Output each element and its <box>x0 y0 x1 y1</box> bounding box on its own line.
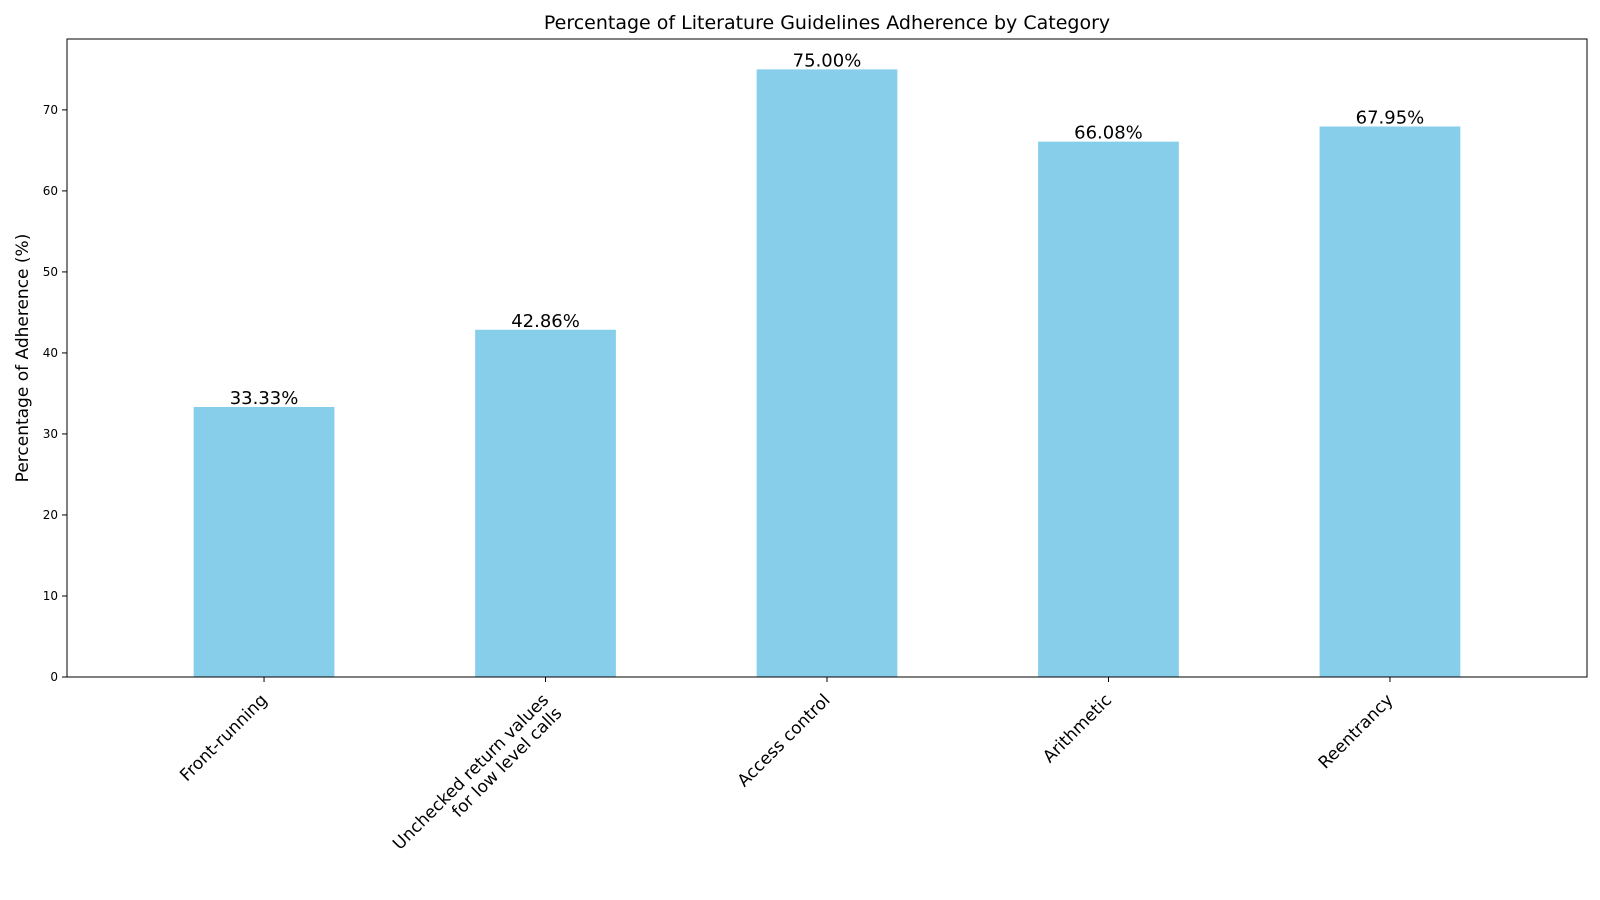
y-tick-label-7: 70 <box>43 103 58 117</box>
plot-area: 33.33% 42.86% 75.00% 66.08% 67.95% <box>193 50 1461 678</box>
y-tick-label-6: 60 <box>43 184 58 198</box>
y-tick-label-0: 0 <box>50 670 58 684</box>
y-tick-label-2: 20 <box>43 508 58 522</box>
x-tick-label-4: Reentrancy <box>1315 690 1398 773</box>
data-label-0: 33.33% <box>230 388 299 409</box>
bar-0 <box>193 406 335 677</box>
y-axis-label: Percentage of Adherence (%) <box>13 234 33 483</box>
x-tick-label-2: Access control <box>734 690 835 791</box>
chart-title: Percentage of Literature Guidelines Adhe… <box>544 12 1110 34</box>
bar-3 <box>1038 141 1179 678</box>
bar-4 <box>1319 126 1461 678</box>
y-tick-label-3: 30 <box>43 427 58 441</box>
y-tick-label-4: 40 <box>43 346 58 360</box>
y-tick-label-5: 50 <box>43 265 58 279</box>
x-tick-label-3: Arithmetic <box>1039 690 1116 767</box>
data-label-4: 67.95% <box>1356 107 1425 128</box>
y-tick-label-1: 10 <box>43 589 58 603</box>
data-label-3: 66.08% <box>1074 123 1143 144</box>
bar-2 <box>756 69 898 677</box>
data-label-2: 75.00% <box>793 50 862 71</box>
x-tick-label-0: Front-running <box>176 690 271 785</box>
data-label-1: 42.86% <box>511 311 580 332</box>
x-tick-label-1: Unchecked return valuesfor low level cal… <box>389 690 566 867</box>
bar-1 <box>475 329 616 677</box>
